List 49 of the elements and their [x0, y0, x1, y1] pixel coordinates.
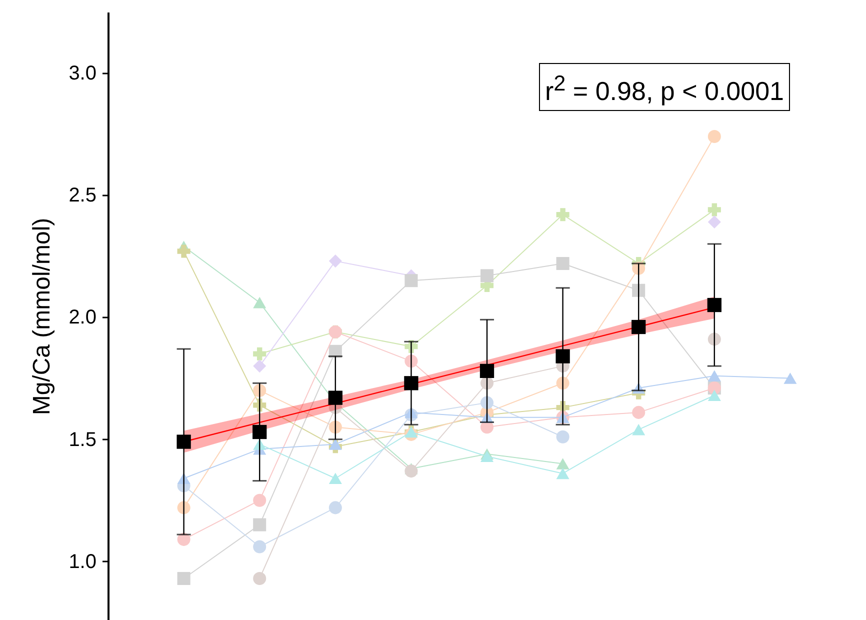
point [253, 540, 266, 554]
point [708, 215, 721, 229]
point [556, 349, 570, 364]
y-tick-label: 1.5 [68, 428, 96, 451]
point [707, 298, 722, 312]
point [632, 320, 646, 334]
point [253, 296, 266, 308]
point [328, 390, 342, 405]
point [253, 347, 266, 360]
point [708, 203, 721, 216]
point [404, 274, 418, 288]
point [556, 208, 570, 222]
point [253, 360, 266, 373]
point [328, 420, 342, 434]
point [632, 424, 646, 436]
point [177, 244, 190, 258]
y-tick-label: 3.0 [68, 62, 96, 85]
point [328, 472, 342, 484]
point [480, 269, 494, 282]
point [556, 430, 570, 444]
point [708, 332, 721, 346]
point [708, 370, 721, 382]
point [404, 376, 418, 390]
y-tick-label: 2.0 [68, 306, 96, 329]
point [556, 256, 570, 270]
point [252, 424, 267, 440]
point [176, 434, 191, 449]
y-axis-title: Mg/Ca (mmol/mol) [28, 218, 56, 416]
point [177, 572, 190, 586]
point [480, 450, 494, 462]
point [784, 372, 797, 384]
point [328, 438, 342, 450]
point [556, 458, 570, 470]
point [708, 390, 721, 402]
point [328, 254, 342, 268]
point [556, 468, 570, 480]
point [253, 572, 266, 585]
point [632, 284, 646, 297]
point [253, 384, 266, 397]
y-tick-label: 1.0 [68, 550, 96, 573]
point [328, 501, 342, 514]
point [253, 518, 266, 532]
point [253, 494, 266, 507]
y-tick-label: 2.5 [68, 184, 96, 207]
point [480, 364, 494, 378]
point [708, 130, 721, 144]
point [632, 406, 646, 419]
point [404, 464, 418, 478]
annotation: r$^{2}$ = 0.98, p < 0.0001 [544, 70, 784, 106]
